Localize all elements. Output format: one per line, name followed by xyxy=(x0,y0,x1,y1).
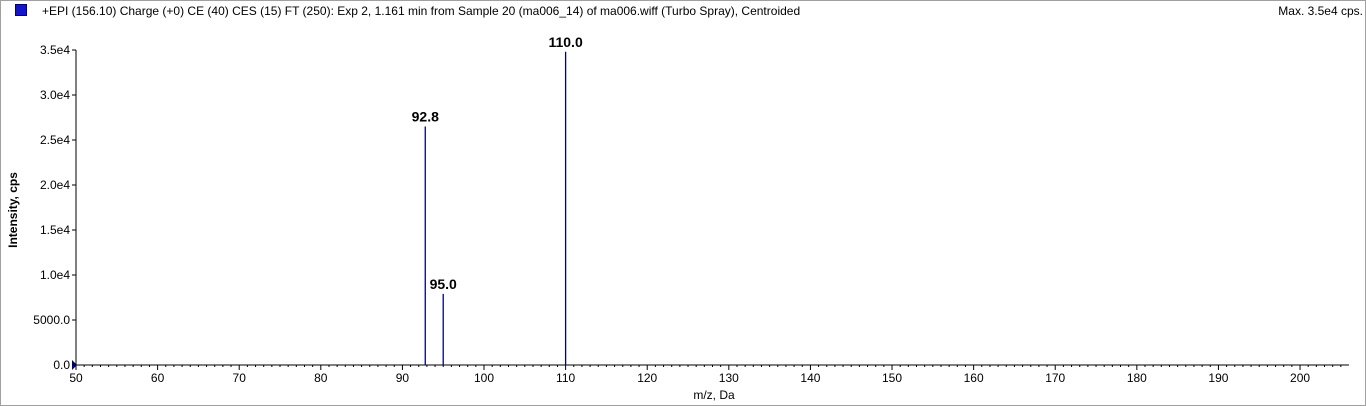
y-axis-ticks: 0.0 5000.0 1.0e4 1.5e4 2.0e4 2.5e4 3.0e4 3.5e4 xyxy=(33,43,76,372)
y-tick-label: 1.5e4 xyxy=(40,223,70,237)
peak-label: 110.0 xyxy=(548,34,582,50)
x-tick-label: 120 xyxy=(637,371,657,385)
x-tick-label: 190 xyxy=(1208,371,1228,385)
y-tick-label: 1.0e4 xyxy=(40,268,70,282)
x-tick-label: 150 xyxy=(882,371,902,385)
x-tick-label: 50 xyxy=(69,371,83,385)
peaks: 92.8 95.0 110.0 xyxy=(412,34,583,365)
y-axis-title: Intensity, cps xyxy=(6,172,20,248)
x-tick-label: 170 xyxy=(1045,371,1065,385)
y-tick-label: 2.0e4 xyxy=(40,178,70,192)
x-tick-label: 200 xyxy=(1290,371,1310,385)
trace-color-swatch[interactable] xyxy=(15,4,27,16)
x-tick-label: 180 xyxy=(1127,371,1147,385)
x-axis-title: m/z, Da xyxy=(693,388,735,402)
x-tick-label: 110 xyxy=(556,371,575,385)
x-tick-label: 70 xyxy=(233,371,247,385)
x-axis-ticks: 50 60 70 80 90 100 110 120 130 140 150 160 170 180 190… xyxy=(69,365,1342,385)
y-tick-label: 3.5e4 xyxy=(40,43,70,57)
y-tick-label: 0.0 xyxy=(53,358,70,372)
x-tick-label: 140 xyxy=(800,371,820,385)
y-tick-label: 2.5e4 xyxy=(40,133,70,147)
x-tick-label: 80 xyxy=(314,371,328,385)
axes xyxy=(72,50,1349,370)
x-tick-label: 100 xyxy=(474,371,494,385)
max-intensity-label: Max. 3.5e4 cps. xyxy=(1278,4,1363,18)
peak-label: 95.0 xyxy=(430,276,457,292)
x-tick-label: 90 xyxy=(396,371,410,385)
peak-label: 92.8 xyxy=(412,109,439,125)
x-tick-label: 60 xyxy=(151,371,165,385)
x-tick-label: 130 xyxy=(719,371,739,385)
x-tick-label: 160 xyxy=(964,371,984,385)
spectrum-title: +EPI (156.10) Charge (+0) CE (40) CES (1… xyxy=(42,4,801,18)
y-tick-label: 3.0e4 xyxy=(40,88,70,102)
y-tick-label: 5000.0 xyxy=(33,313,70,327)
